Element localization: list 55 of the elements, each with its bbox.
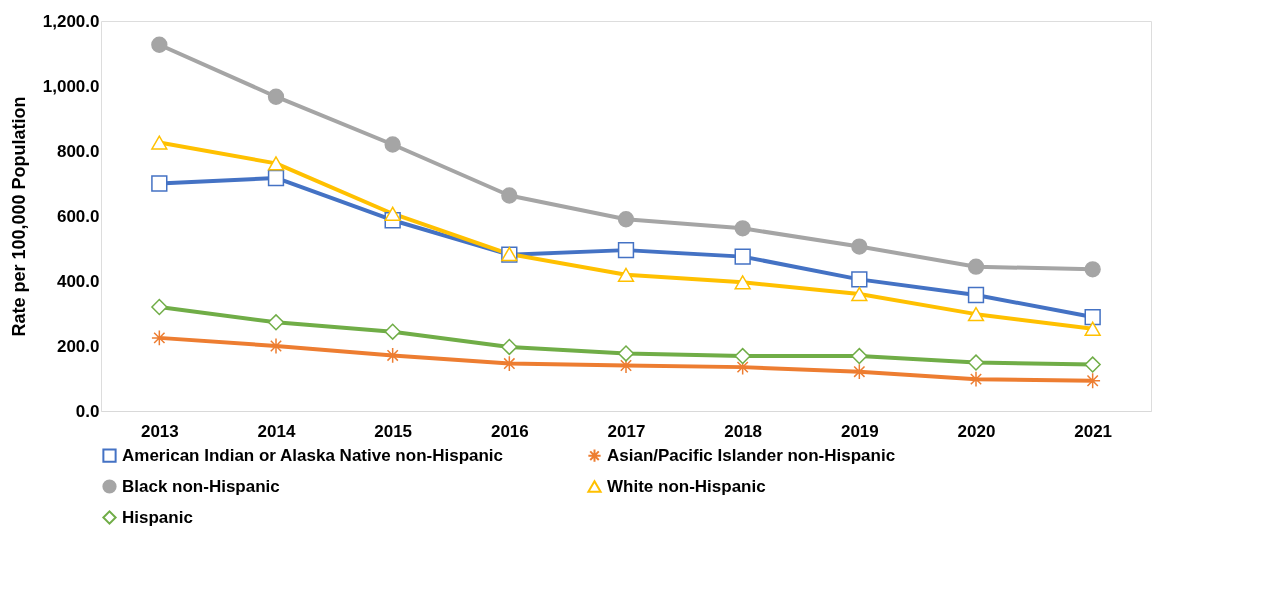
y-tick-label: 600.0: [56, 206, 100, 226]
y-axis-title: Rate per 100,000 Population: [8, 96, 29, 337]
point: [734, 248, 751, 265]
x-tick-label: 2021: [1074, 421, 1113, 441]
point: [501, 187, 518, 204]
point: [267, 156, 285, 171]
point: [1084, 356, 1101, 373]
point: [501, 338, 518, 356]
point: [734, 220, 751, 237]
point: [384, 206, 401, 221]
point: [967, 258, 985, 275]
x-tick-label: 2016: [490, 421, 529, 441]
y-tick-label: 400.0: [56, 271, 100, 291]
point: [851, 238, 868, 255]
point: [851, 271, 868, 288]
point: [1084, 321, 1101, 336]
x-tick-label: 2019: [840, 421, 879, 441]
point: [967, 286, 985, 304]
point: [734, 275, 751, 290]
point: [967, 354, 985, 371]
point: [734, 347, 751, 365]
point: [851, 347, 868, 365]
point: [1084, 261, 1101, 278]
point: [267, 169, 285, 187]
point: [1084, 308, 1101, 326]
legend-label: Black non-Hispanic: [122, 476, 280, 496]
legend-label: Hispanic: [122, 507, 193, 527]
legend-label: Asian/Pacific Islander non-Hispanic: [607, 445, 896, 465]
point: [151, 135, 168, 150]
point: [617, 211, 635, 228]
y-tick-label: 200.0: [56, 336, 100, 356]
point: [384, 136, 401, 153]
point: [617, 267, 635, 282]
y-tick-label: 800.0: [56, 141, 100, 161]
x-tick-label: 2017: [607, 421, 646, 441]
point: [967, 306, 985, 322]
legend-label: White non-Hispanic: [607, 476, 766, 496]
y-tick-label: 1,200.0: [42, 11, 100, 31]
point: [384, 323, 401, 340]
point: [617, 241, 635, 259]
point: [851, 286, 868, 302]
x-tick-label: 2015: [374, 421, 413, 441]
legend-label: American Indian or Alaska Native non-Hispanic: [122, 445, 504, 465]
y-tick-label: 1,000.0: [42, 76, 100, 96]
point: [267, 88, 285, 105]
x-tick-label: 2014: [257, 421, 296, 441]
x-tick-label: 2020: [957, 421, 996, 441]
y-tick-label: 0.0: [75, 401, 100, 421]
x-tick-label: 2018: [724, 421, 763, 441]
x-tick-label: 2013: [140, 421, 179, 441]
point: [267, 314, 285, 331]
point: [617, 345, 635, 362]
point: [151, 298, 168, 316]
point: [151, 175, 168, 192]
point: [151, 36, 168, 53]
